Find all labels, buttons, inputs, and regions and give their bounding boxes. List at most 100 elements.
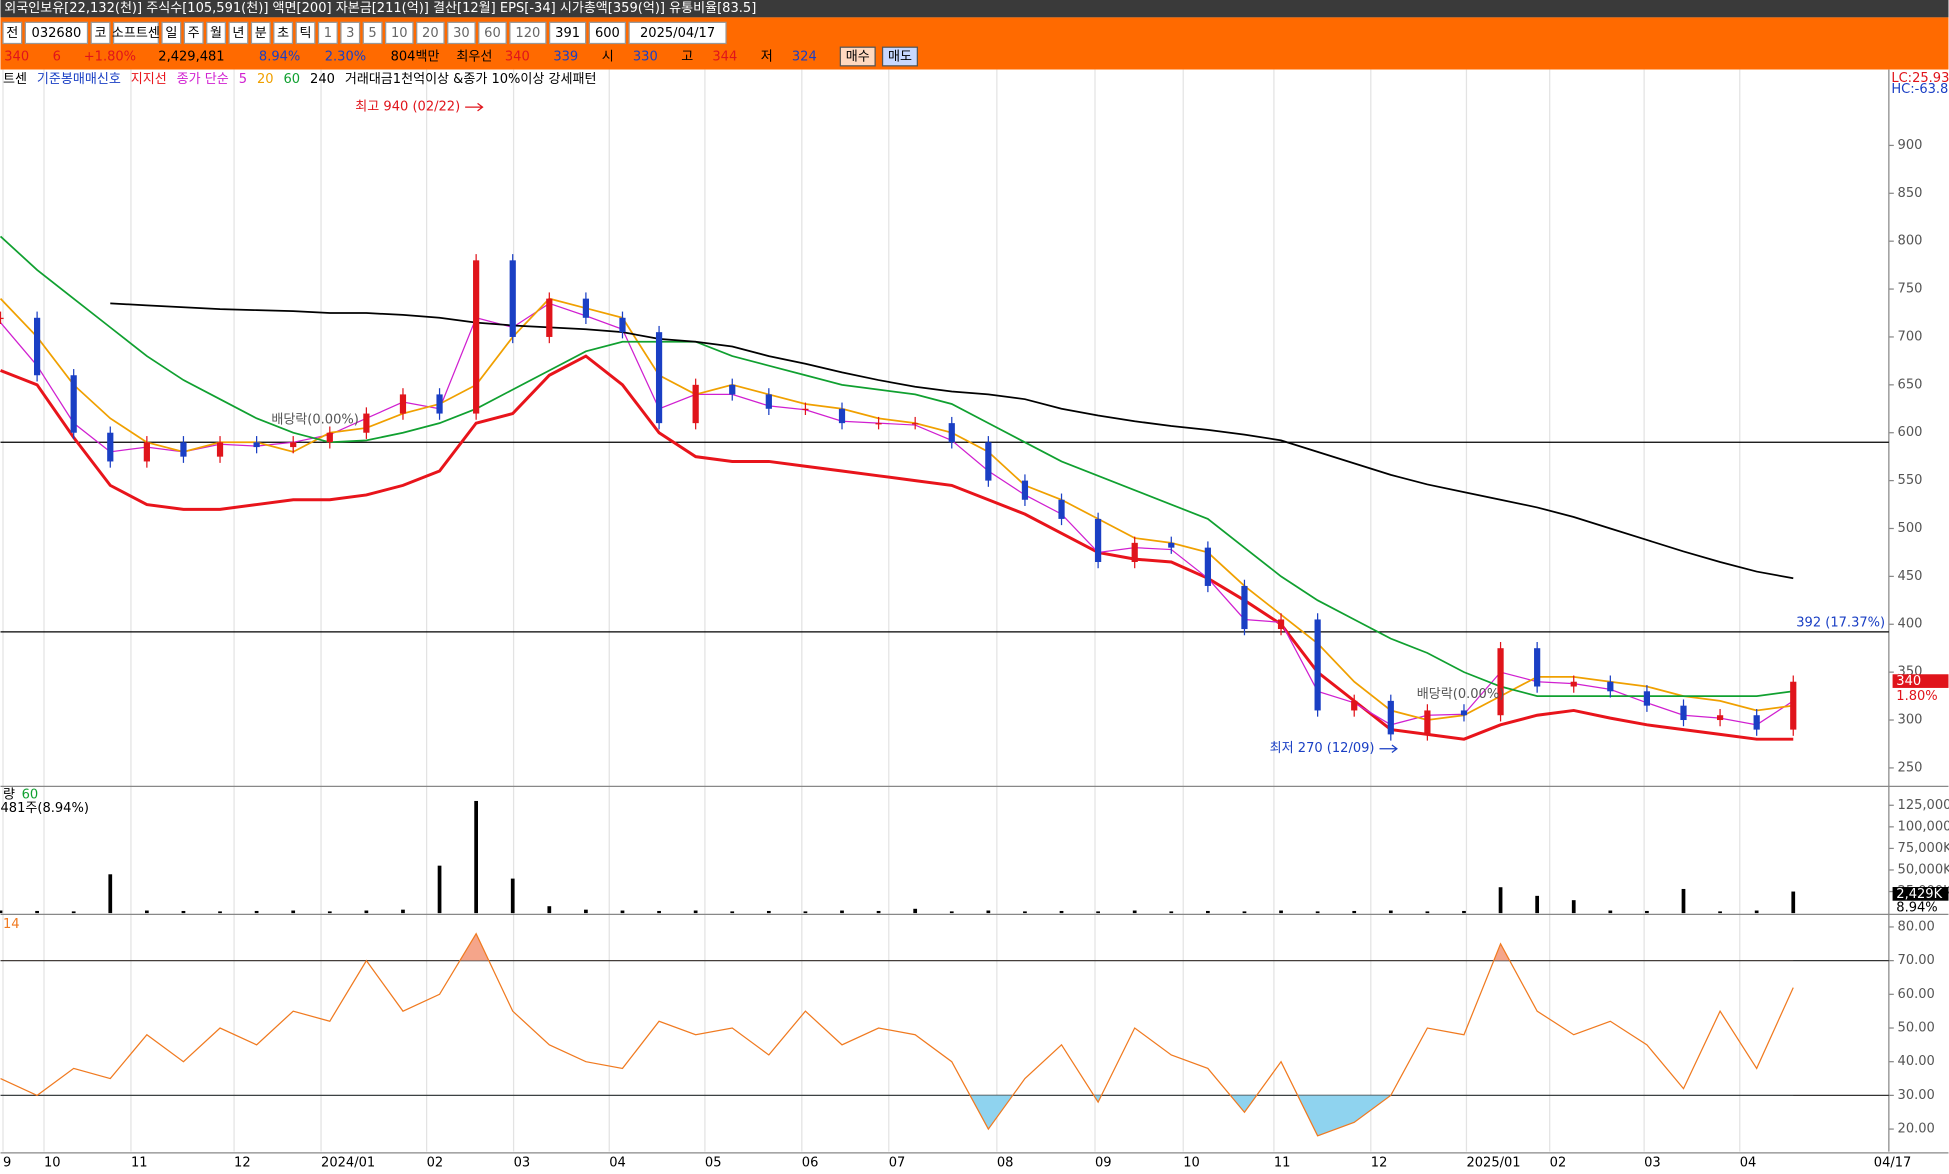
candle xyxy=(1204,547,1211,586)
candle xyxy=(912,423,919,425)
ma-line xyxy=(0,235,1794,697)
candle xyxy=(619,317,626,333)
hline-label: 392 (17.37%) xyxy=(1796,616,1885,631)
candle xyxy=(948,423,955,443)
x-tick-label: 04/17 xyxy=(1874,1155,1912,1170)
legend-label: 지지선 xyxy=(131,72,167,87)
toolbar-label[interactable]: 전 xyxy=(6,26,18,41)
candle xyxy=(1716,715,1724,721)
trade-label[interactable]: 매수 xyxy=(846,50,870,65)
rsi-label: 14 xyxy=(3,917,20,932)
toolbar-button[interactable] xyxy=(385,21,414,45)
candle xyxy=(107,432,114,462)
toolbar-button[interactable] xyxy=(273,21,294,45)
toolbar-button[interactable] xyxy=(509,21,547,45)
quote-field: 시 xyxy=(602,50,614,65)
toolbar-label[interactable]: 20 xyxy=(422,26,439,41)
toolbar-button[interactable] xyxy=(2,21,23,45)
ma-line xyxy=(0,297,1794,721)
quote-field: 2.30% xyxy=(325,50,366,65)
y-tick-label: 900 xyxy=(1898,138,1923,153)
y-tick-label: 50,000K xyxy=(1898,862,1949,877)
toolbar-label[interactable]: 032680 xyxy=(32,26,82,41)
trade-button[interactable] xyxy=(839,46,876,67)
toolbar-label[interactable]: 주 xyxy=(188,26,200,41)
toolbar-label[interactable]: 일 xyxy=(165,26,177,41)
candle xyxy=(1534,648,1541,687)
candle xyxy=(1314,619,1321,711)
toolbar-button[interactable] xyxy=(161,21,182,45)
volume-bar xyxy=(1023,911,1027,914)
volume-bar xyxy=(1462,910,1466,914)
toolbar-button[interactable] xyxy=(549,21,587,45)
candle xyxy=(253,442,260,448)
trade-button[interactable] xyxy=(881,46,918,67)
toolbar-label[interactable]: 분 xyxy=(255,26,267,41)
volume-bar xyxy=(986,910,991,914)
toolbar-label[interactable]: 코 xyxy=(95,26,107,41)
toolbar-button[interactable] xyxy=(90,21,111,45)
toolbar-button[interactable] xyxy=(250,21,271,45)
info-bar: 외국인보유[22,132(천)] 주식수[105,591(천)] 액면[200]… xyxy=(4,1,756,16)
toolbar-button[interactable] xyxy=(228,21,249,45)
volume-bar xyxy=(1206,910,1210,914)
toolbar-button[interactable] xyxy=(628,21,727,45)
quote-field: 324 xyxy=(792,50,817,65)
quote-field: 340 xyxy=(4,50,29,65)
candle xyxy=(1277,619,1285,630)
toolbar-label[interactable]: 120 xyxy=(515,26,540,41)
candle xyxy=(1680,705,1687,721)
toolbar-label[interactable]: 5 xyxy=(368,26,376,41)
toolbar-label[interactable]: 10 xyxy=(391,26,408,41)
toolbar-button[interactable] xyxy=(362,21,383,45)
volume-bar xyxy=(1425,911,1430,914)
toolbar-label[interactable]: 소프트센 xyxy=(112,26,160,41)
volume-bar xyxy=(437,865,442,914)
toolbar-label[interactable]: 초 xyxy=(277,26,289,41)
toolbar-button[interactable] xyxy=(340,21,361,45)
ma-line xyxy=(0,354,1794,741)
volume-bar xyxy=(1315,911,1320,914)
candle xyxy=(1790,681,1797,730)
toolbar-label[interactable]: 2025/04/17 xyxy=(640,26,715,41)
x-tick-label: 2025/01 xyxy=(1466,1155,1520,1170)
y-tick-label: 60.00 xyxy=(1898,987,1935,1002)
quote-field: 8.94% xyxy=(259,50,300,65)
toolbar-button[interactable] xyxy=(317,21,338,45)
volume-bar xyxy=(693,910,698,914)
quote-field: 최우선 xyxy=(456,50,492,65)
toolbar-label[interactable]: 391 xyxy=(555,26,580,41)
last-price-tag xyxy=(1892,674,1949,688)
volume-bar xyxy=(1388,910,1393,914)
toolbar-label[interactable]: 년 xyxy=(232,26,244,41)
x-tick-label: 9 xyxy=(3,1155,11,1170)
candle xyxy=(1387,700,1394,735)
y-tick-label: 500 xyxy=(1898,521,1923,536)
toolbar-label[interactable]: 3 xyxy=(346,26,354,41)
toolbar-button[interactable] xyxy=(112,21,159,45)
trade-label[interactable]: 매도 xyxy=(888,50,912,65)
toolbar-button[interactable] xyxy=(295,21,316,45)
toolbar-button[interactable] xyxy=(447,21,476,45)
volume-bar xyxy=(876,910,881,914)
quote-field: +1.80% xyxy=(84,50,136,65)
toolbar-button[interactable] xyxy=(416,21,445,45)
toolbar-label[interactable]: 600 xyxy=(595,26,620,41)
legend-label: 기준봉매매신호 xyxy=(37,72,121,87)
toolbar-label[interactable]: 1 xyxy=(324,26,332,41)
volume-bar xyxy=(71,911,76,914)
toolbar-button[interactable] xyxy=(588,21,627,45)
toolbar-label[interactable]: 60 xyxy=(484,26,501,41)
toolbar-label[interactable]: 틱 xyxy=(300,26,312,41)
candle xyxy=(838,408,846,424)
candle xyxy=(1131,542,1138,563)
toolbar-button[interactable] xyxy=(183,21,204,45)
toolbar-button[interactable] xyxy=(24,21,89,45)
volume-pct: 8.94% xyxy=(1896,901,1937,916)
toolbar-button[interactable] xyxy=(478,21,507,45)
legend-label: 20 xyxy=(257,72,274,87)
toolbar-label[interactable]: 월 xyxy=(210,26,222,41)
toolbar-button[interactable] xyxy=(206,21,226,45)
volume-bar xyxy=(840,910,844,914)
toolbar-label[interactable]: 30 xyxy=(453,26,470,41)
